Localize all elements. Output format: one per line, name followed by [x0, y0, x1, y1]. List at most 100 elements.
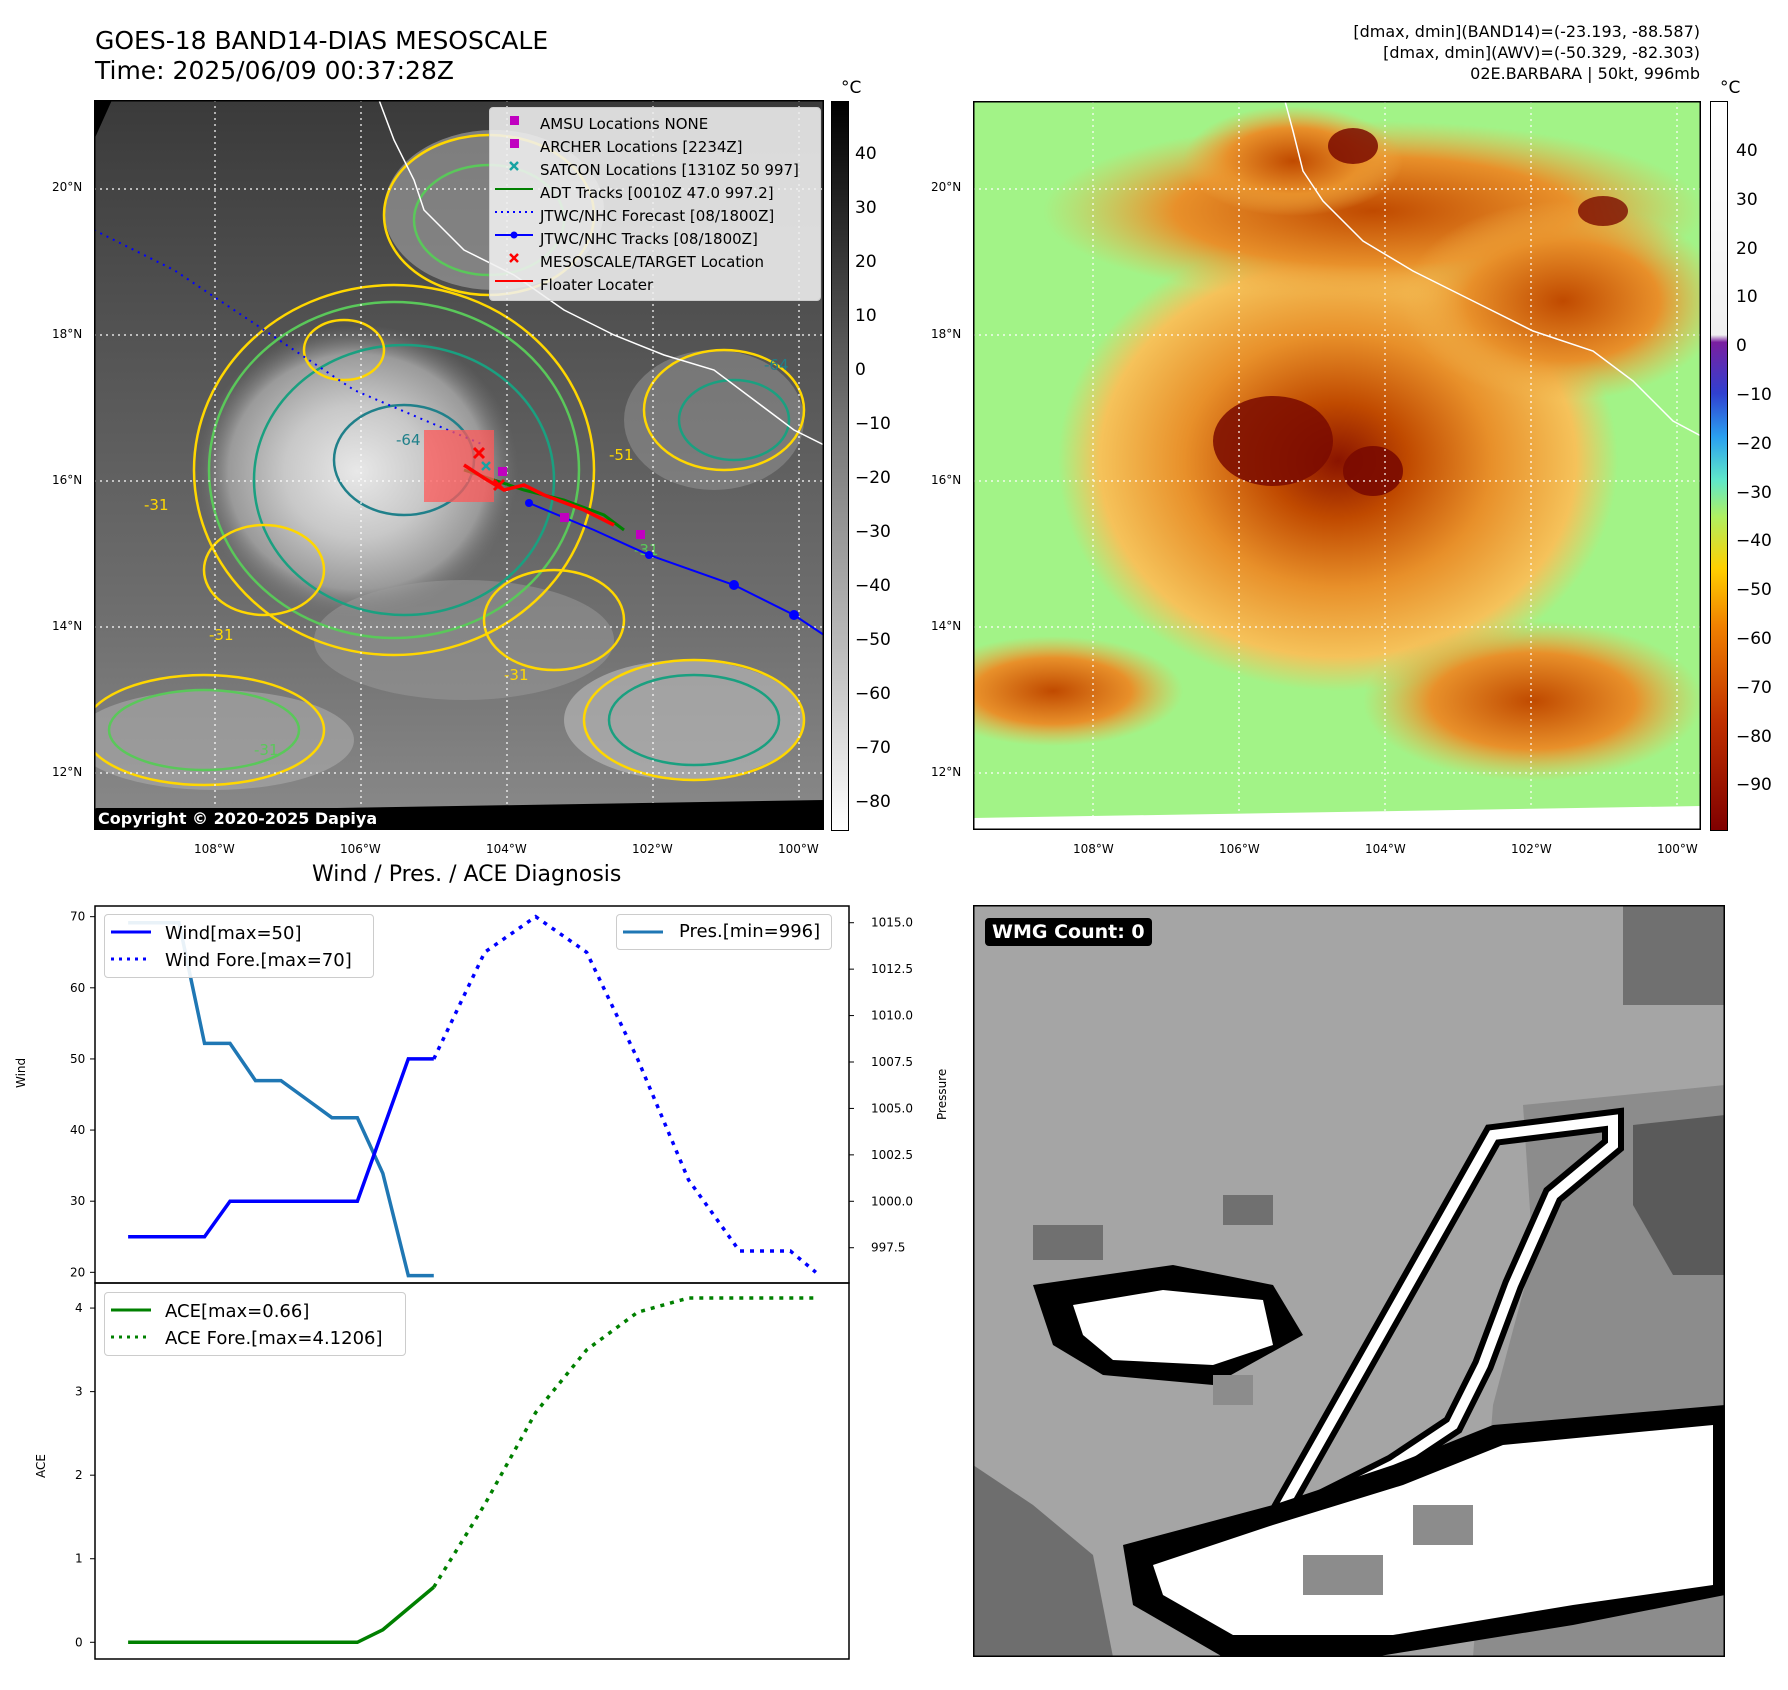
ir-lon-label: 106°W: [340, 842, 381, 856]
ir-map-frame: [94, 100, 824, 830]
ir-colorbar-tick: −40: [855, 576, 891, 596]
ace-tick-label: 0: [75, 1635, 83, 1649]
legend-label-ace-forecast: ACE Fore.[max=4.1206]: [165, 1328, 383, 1349]
ir-lon-label: 102°W: [632, 842, 673, 856]
wind-tick-label: 40: [70, 1123, 85, 1137]
ir-legend: AMSU Locations NONE ARCHER Locations [22…: [489, 107, 821, 301]
pres-tick-label: 1010.0: [871, 1009, 913, 1023]
awv-lat-label: 16°N: [931, 473, 962, 487]
awv-lon-label: 100°W: [1657, 842, 1698, 856]
ir-colorbar-tick: −50: [855, 630, 891, 650]
wmg-count-badge: WMG Count: 0: [985, 918, 1152, 946]
ir-colorbar-unit: °C: [841, 78, 862, 98]
awv-colorbar-tick: 20: [1736, 238, 1758, 259]
wind-tick-label: 30: [70, 1194, 85, 1208]
ir-legend-markers: [495, 116, 533, 282]
wind-tick-label: 60: [70, 981, 85, 995]
awv-lat-label: 20°N: [931, 180, 962, 194]
ir-lat-label: 12°N: [52, 765, 83, 779]
awv-colorbar-tick: −30: [1736, 482, 1772, 503]
legend-label-jtwc-track: JTWC/NHC Tracks [08/1800Z]: [540, 230, 758, 248]
ir-lon-label: 100°W: [778, 842, 819, 856]
ace-line: [128, 1585, 435, 1645]
satcon-markers: [481, 461, 491, 471]
contour-label: -31: [209, 626, 234, 644]
pres-tick-label: 1012.5: [871, 962, 913, 976]
ir-colorbar-tick: 40: [855, 144, 877, 164]
diagnosis-title: Wind / Pres. / ACE Diagnosis: [312, 862, 622, 887]
ir-colorbar: [831, 101, 849, 831]
ir-lat-label: 18°N: [52, 327, 83, 341]
ir-coastline: [378, 100, 824, 446]
ir-colorbar-tick: −20: [855, 468, 891, 488]
wmg-cell-white: [1073, 1290, 1273, 1365]
legend-label-satcon: SATCON Locations [1310Z 50 997]: [540, 161, 799, 179]
awv-lon-label: 102°W: [1511, 842, 1552, 856]
wind-tick-label: 50: [70, 1052, 85, 1066]
wind-tick-label: 20: [70, 1265, 85, 1279]
floater-box: [424, 430, 494, 502]
awv-colorbar-tick: −70: [1736, 677, 1772, 698]
legend-marker-satcon: [509, 161, 519, 171]
contour-label: -64: [396, 431, 421, 449]
ace-legend: ACE[max=0.66] ACE Fore.[max=4.1206]: [104, 1292, 406, 1356]
awv-colorbar-unit: °C: [1720, 78, 1741, 98]
ir-lon-label: 108°W: [194, 842, 235, 856]
pres-tick-label: 1000.0: [871, 1194, 913, 1208]
wind-forecast-line: [432, 914, 818, 1274]
awv-map: [973, 101, 1701, 830]
contour-label: -31: [144, 496, 169, 514]
ir-colorbar-tick: 0: [855, 360, 866, 380]
wind-line: [128, 1057, 434, 1239]
wmg-frame: [973, 905, 1725, 1657]
awv-colorbar-tick: 0: [1736, 336, 1747, 357]
legend-label-wind: Wind[max=50]: [165, 923, 302, 944]
awv-colorbar-tick: −90: [1736, 775, 1772, 796]
info-dmax-band14: [dmax, dmin](BAND14)=(-23.193, -88.587): [1353, 22, 1700, 41]
awv-lat-label: 14°N: [931, 619, 962, 633]
awv-lon-label: 108°W: [1073, 842, 1114, 856]
pres-tick-label: 1015.0: [871, 916, 913, 930]
figure-time: Time: 2025/06/09 00:37:28Z: [95, 56, 454, 85]
ace-plot-frame: [94, 1282, 850, 1660]
legend-label-pres: Pres.[min=996]: [679, 921, 821, 942]
ace-axis-label: ACE: [34, 1454, 48, 1478]
ace-tick-label: 1: [75, 1552, 83, 1566]
info-storm: 02E.BARBARA | 50kt, 996mb: [1470, 64, 1700, 83]
awv-colorbar-tick: −10: [1736, 385, 1772, 405]
ir-colorbar-tick: 20: [855, 252, 877, 272]
info-dmax-awv: [dmax, dmin](AWV)=(-50.329, -82.303): [1383, 43, 1700, 62]
awv-coastline: [1284, 101, 1701, 437]
wmg-map: [973, 905, 1725, 1657]
ir-colorbar-tick: −10: [855, 414, 891, 434]
pres-legend: Pres.[min=996]: [616, 914, 832, 950]
awv-colorbar-tick: −20: [1736, 433, 1772, 454]
awv-colorbar: [1710, 101, 1728, 831]
ir-colorbar-tick: 30: [855, 198, 877, 218]
awv-colorbar-tick: 30: [1736, 189, 1758, 210]
legend-label-mesoscale: MESOSCALE/TARGET Location: [540, 253, 765, 271]
floater-locater: [463, 463, 615, 527]
legend-label-jtwc-forecast: JTWC/NHC Forecast [08/1800Z]: [540, 207, 775, 225]
contour-label: -31: [254, 741, 279, 759]
awv-colorbar-tick: −50: [1736, 580, 1772, 601]
legend-marker-archer: [510, 139, 519, 148]
contour-label: -64: [764, 356, 789, 374]
ir-lon-label: 104°W: [486, 842, 527, 856]
wind-tick-label: 70: [70, 910, 85, 924]
legend-label-wind-forecast: Wind Fore.[max=70]: [165, 950, 352, 971]
awv-map-frame: [973, 101, 1701, 830]
wind-legend: Wind[max=50] Wind Fore.[max=70]: [104, 914, 374, 978]
ace-tick-label: 4: [75, 1301, 83, 1315]
copyright-label: Copyright © 2020-2025 Dapiya: [94, 808, 382, 829]
pressure-line: [128, 920, 434, 1278]
awv-lat-label: 18°N: [931, 327, 962, 341]
figure-title: GOES-18 BAND14-DIAS MESOSCALE: [95, 26, 549, 55]
legend-label-amsu: AMSU Locations NONE: [540, 115, 709, 133]
wind-axis-label: Wind: [14, 1057, 28, 1088]
awv-colorbar-tick: 10: [1736, 287, 1758, 308]
jtwc-forecast-track: [94, 229, 485, 446]
ace-forecast-line: [432, 1296, 816, 1589]
ir-colorbar-tick: 10: [855, 306, 877, 326]
